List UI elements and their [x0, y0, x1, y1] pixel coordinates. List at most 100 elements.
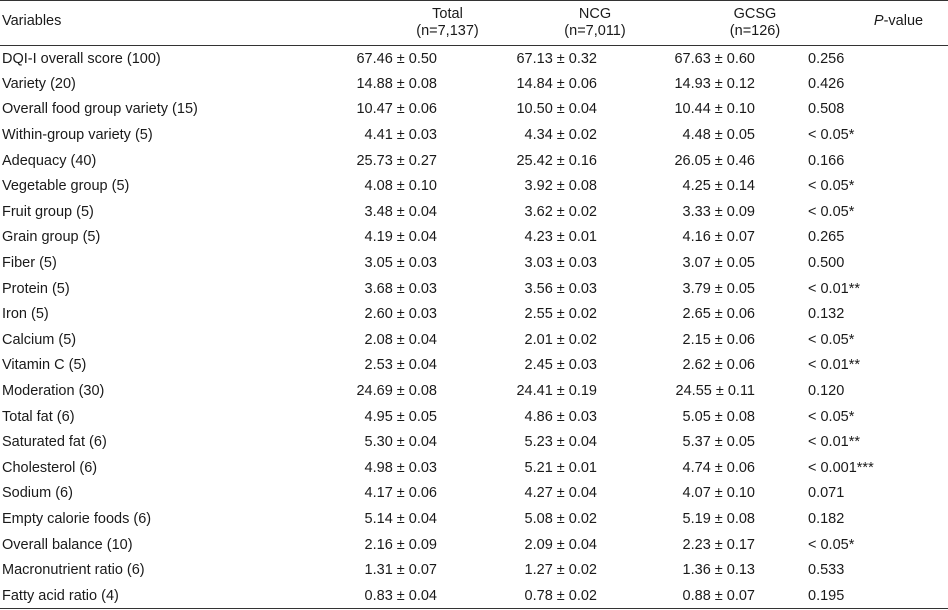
pvalue-cell: < 0.05* — [808, 408, 855, 425]
total-cell: 2.53 ± 0.04 — [364, 357, 437, 374]
total-cell: 5.14 ± 0.04 — [364, 510, 437, 527]
total-cell: 2.08 ± 0.04 — [364, 331, 437, 348]
table-row: Saturated fat (6) 5.30 ± 0.04 5.23 ± 0.04 5… — [0, 429, 948, 455]
total-cell: 4.95 ± 0.05 — [364, 408, 437, 425]
total-cell: 3.05 ± 0.03 — [364, 255, 437, 272]
variable-cell: Vitamin C (5) — [2, 357, 87, 374]
ncg-cell: 1.27 ± 0.02 — [524, 562, 597, 579]
variable-cell: Fruit group (5) — [2, 203, 94, 220]
pvalue-cell: < 0.05* — [808, 127, 855, 144]
table-row: Empty calorie foods (6) 5.14 ± 0.04 5.08 ±… — [0, 506, 948, 532]
ncg-cell: 4.23 ± 0.01 — [524, 229, 597, 246]
variable-cell: Empty calorie foods (6) — [2, 510, 152, 527]
ncg-cell: 2.09 ± 0.04 — [524, 536, 597, 553]
gcsg-cell: 5.37 ± 0.05 — [682, 434, 755, 451]
ncg-cell: 2.01 ± 0.02 — [524, 331, 597, 348]
header-total-label: Total — [432, 6, 463, 22]
table-row: Calcium (5) 2.08 ± 0.04 2.01 ± 0.02 2.15 ± … — [0, 327, 948, 353]
gcsg-cell: 14.93 ± 0.12 — [674, 75, 755, 92]
variable-cell: Vegetable group (5) — [2, 178, 130, 195]
pvalue-cell: 0.533 — [808, 562, 845, 579]
header-ncg-label: NCG — [578, 6, 612, 22]
pvalue-cell: < 0.01** — [808, 434, 861, 451]
ncg-cell: 5.23 ± 0.04 — [524, 434, 597, 451]
ncg-cell: 14.84 ± 0.06 — [516, 75, 597, 92]
header-row: Variables Total (n=7,137) NCG (n=7,011) … — [0, 0, 948, 46]
table-row: Protein (5) 3.68 ± 0.03 3.56 ± 0.03 3.79 ± … — [0, 276, 948, 302]
table-body: DQI-I overall score (100) 67.46 ± 0.50 67.… — [0, 46, 948, 610]
header-ncg-n: (n=7,011) — [564, 23, 626, 39]
ncg-cell: 2.55 ± 0.02 — [524, 306, 597, 323]
gcsg-cell: 1.36 ± 0.13 — [682, 562, 755, 579]
variable-cell: DQI-I overall score (100) — [2, 50, 161, 67]
pvalue-cell: < 0.001*** — [808, 459, 874, 476]
table-row: Overall balance (10) 2.16 ± 0.09 2.09 ± 0.… — [0, 532, 948, 558]
pvalue-cell: 0.120 — [808, 383, 845, 400]
total-cell: 10.47 ± 0.06 — [356, 101, 437, 118]
table-row: Within-group variety (5) 4.41 ± 0.03 4.34 … — [0, 122, 948, 148]
gcsg-cell: 3.07 ± 0.05 — [682, 255, 755, 272]
variable-cell: Moderation (30) — [2, 383, 105, 400]
table-row: DQI-I overall score (100) 67.46 ± 0.50 67.… — [0, 46, 948, 72]
gcsg-cell: 3.79 ± 0.05 — [682, 280, 755, 297]
gcsg-cell: 5.19 ± 0.08 — [682, 510, 755, 527]
gcsg-cell: 67.63 ± 0.60 — [674, 50, 755, 67]
total-cell: 4.41 ± 0.03 — [364, 127, 437, 144]
variable-cell: Saturated fat (6) — [2, 434, 107, 451]
variable-cell: Grain group (5) — [2, 229, 101, 246]
pvalue-cell: 0.071 — [808, 485, 845, 502]
ncg-cell: 4.34 ± 0.02 — [524, 127, 597, 144]
ncg-cell: 24.41 ± 0.19 — [516, 383, 597, 400]
gcsg-cell: 4.48 ± 0.05 — [682, 127, 755, 144]
ncg-cell: 5.21 ± 0.01 — [524, 459, 597, 476]
gcsg-cell: 2.65 ± 0.06 — [682, 306, 755, 323]
ncg-cell: 3.62 ± 0.02 — [524, 203, 597, 220]
total-cell: 24.69 ± 0.08 — [356, 383, 437, 400]
gcsg-cell: 4.25 ± 0.14 — [682, 178, 755, 195]
gcsg-cell: 4.16 ± 0.07 — [682, 229, 755, 246]
variable-cell: Fatty acid ratio (4) — [0, 582, 300, 610]
variable-cell: Adequacy (40) — [2, 152, 97, 169]
total-cell: 4.08 ± 0.10 — [364, 178, 437, 195]
pvalue-cell: 0.265 — [808, 229, 845, 246]
header-gcsg-label: GCSG — [733, 6, 777, 22]
variable-cell: Fiber (5) — [2, 255, 57, 272]
pvalue-cell: 0.500 — [808, 255, 845, 272]
ncg-cell: 0.78 ± 0.02 — [485, 582, 645, 610]
header-ncg: NCG (n=7,011) — [485, 0, 645, 46]
total-cell: 14.88 ± 0.08 — [356, 75, 437, 92]
table-row: Total fat (6) 4.95 ± 0.05 4.86 ± 0.03 5.05 … — [0, 404, 948, 430]
table-row: Cholesterol (6) 4.98 ± 0.03 5.21 ± 0.01 4.7… — [0, 455, 948, 481]
total-cell: 4.17 ± 0.06 — [364, 485, 437, 502]
table-row: Sodium (6) 4.17 ± 0.06 4.27 ± 0.04 4.07 ± 0… — [0, 481, 948, 507]
variable-cell: Overall balance (10) — [2, 536, 133, 553]
gcsg-cell: 5.05 ± 0.08 — [682, 408, 755, 425]
total-cell: 2.60 ± 0.03 — [364, 306, 437, 323]
table-row: Iron (5) 2.60 ± 0.03 2.55 ± 0.02 2.65 ± 0.0… — [0, 301, 948, 327]
table-row: Fruit group (5) 3.48 ± 0.04 3.62 ± 0.02 3.3… — [0, 199, 948, 225]
gcsg-cell: 2.15 ± 0.06 — [682, 331, 755, 348]
pvalue-cell: 0.182 — [808, 510, 845, 527]
variable-cell: Cholesterol (6) — [2, 459, 98, 476]
gcsg-cell: 4.07 ± 0.10 — [682, 485, 755, 502]
header-pvalue-rest: -value — [883, 13, 924, 29]
total-cell: 0.83 ± 0.04 — [300, 582, 485, 610]
table-row: Adequacy (40) 25.73 ± 0.27 25.42 ± 0.16 26.… — [0, 148, 948, 174]
variable-cell: Variety (20) — [2, 75, 76, 92]
header-variables: Variables — [0, 0, 300, 46]
ncg-cell: 10.50 ± 0.04 — [516, 101, 597, 118]
variable-cell: Within-group variety (5) — [2, 127, 153, 144]
gcsg-cell: 2.62 ± 0.06 — [682, 357, 755, 374]
header-gcsg: GCSG (n=126) — [645, 0, 805, 46]
gcsg-cell: 24.55 ± 0.11 — [675, 383, 755, 400]
pvalue-cell: < 0.01** — [808, 357, 861, 374]
variable-cell: Sodium (6) — [2, 485, 73, 502]
ncg-cell: 3.92 ± 0.08 — [524, 178, 597, 195]
ncg-cell: 4.27 ± 0.04 — [524, 485, 597, 502]
total-cell: 67.46 ± 0.50 — [356, 50, 437, 67]
variable-cell: Overall food group variety (15) — [2, 101, 198, 118]
total-cell: 2.16 ± 0.09 — [364, 536, 437, 553]
total-cell: 4.19 ± 0.04 — [364, 229, 437, 246]
header-total: Total (n=7,137) — [300, 0, 485, 46]
